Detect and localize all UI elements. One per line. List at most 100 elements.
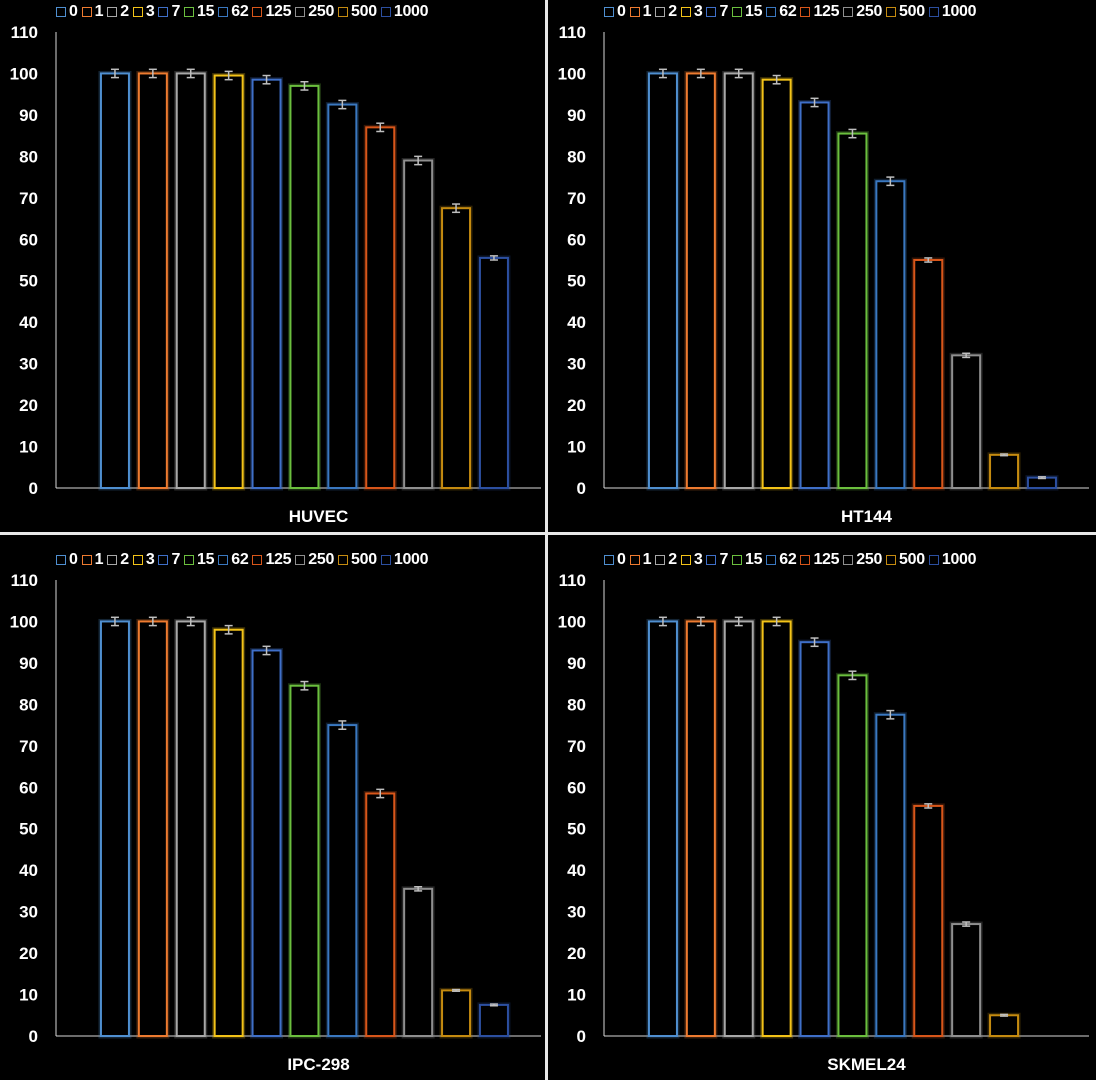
legend-item: 2 <box>655 3 677 21</box>
bar <box>289 684 320 1038</box>
y-tick-label: 0 <box>577 1027 586 1046</box>
bar <box>327 103 358 490</box>
bar <box>441 989 472 1037</box>
bar <box>989 1014 1020 1038</box>
legend-swatch <box>604 555 614 565</box>
legend-label: 3 <box>145 3 155 20</box>
legend-item: 15 <box>184 3 215 21</box>
legend-swatch <box>81 555 92 565</box>
legend-swatch <box>629 555 640 565</box>
bar <box>799 641 830 1037</box>
legend-swatch <box>843 555 854 565</box>
legend-swatch <box>295 555 306 565</box>
legend-label: 0 <box>69 551 78 568</box>
legend-swatch <box>158 7 169 17</box>
bar <box>951 923 982 1037</box>
legend-item: 3 <box>132 3 155 21</box>
legend-item: 250 <box>295 3 334 21</box>
bar <box>875 180 906 489</box>
bar-chart-svg: 0 10 20 30 40 50 60 70 80 90 100 110 SKMEL24 <box>558 571 1089 1074</box>
legend-item: 15 <box>732 3 763 21</box>
legend-item: 1 <box>629 3 652 21</box>
legend-item: 62 <box>218 551 249 569</box>
legend-item: 1 <box>629 551 652 569</box>
bar <box>403 159 434 489</box>
legend-label: 15 <box>745 551 763 568</box>
legend-item: 3 <box>132 551 155 569</box>
y-tick-label: 110 <box>559 23 586 42</box>
legend-label: 1000 <box>393 551 429 568</box>
legend-label: 1 <box>642 3 652 20</box>
legend-label: 125 <box>265 3 292 20</box>
legend-swatch <box>132 7 143 17</box>
vertical-divider <box>545 0 548 1080</box>
bar <box>723 72 754 489</box>
legend-label: 0 <box>617 3 626 20</box>
legend-item: 1000 <box>380 3 429 21</box>
legend-label: 250 <box>308 3 335 20</box>
bar <box>137 620 168 1037</box>
legend-item: 15 <box>184 551 215 569</box>
x-axis-category-label: SKMEL24 <box>827 1055 906 1074</box>
bar <box>913 259 944 489</box>
bar <box>175 72 206 489</box>
y-tick-label: 100 <box>10 64 38 83</box>
legend-label: 2 <box>120 3 129 20</box>
bar <box>365 126 396 489</box>
bar-chart-svg: 0 10 20 30 40 50 60 70 80 90 100 110 HT144 <box>558 23 1089 526</box>
legend-item: 2 <box>655 551 677 569</box>
legend-swatch <box>800 555 811 565</box>
legend-swatch <box>928 555 939 565</box>
legend-swatch <box>252 7 263 17</box>
legend-label: 250 <box>856 3 883 20</box>
legend-label: 500 <box>899 551 925 568</box>
legend-swatch <box>218 7 229 17</box>
y-tick-label: 0 <box>29 479 38 498</box>
chart-legend: 0 1 2 3 7 15 62 125 250 500 1000 <box>56 550 432 570</box>
legend-swatch <box>655 7 666 17</box>
legend-item: 1 <box>81 551 104 569</box>
legend-swatch <box>732 7 743 17</box>
bar <box>403 887 434 1037</box>
legend-label: 7 <box>171 551 181 568</box>
y-tick-label: 20 <box>567 396 586 415</box>
legend-item: 62 <box>766 3 797 21</box>
y-tick-label: 10 <box>567 986 586 1005</box>
bar <box>137 72 168 489</box>
x-axis-category-label: HT144 <box>841 507 893 526</box>
y-tick-label: 20 <box>19 944 38 963</box>
y-tick-label: 100 <box>10 612 38 631</box>
legend-item: 125 <box>252 3 292 21</box>
legend-item: 7 <box>158 3 180 21</box>
legend-swatch <box>380 555 391 565</box>
bar <box>327 724 358 1037</box>
y-tick-label: 110 <box>11 23 38 42</box>
chart-panel-huvec: 0 1 2 3 7 15 62 125 250 500 1000 0 10 20 30 40 50 60 70 80 9… <box>0 0 545 532</box>
legend-item: 2 <box>107 3 129 21</box>
y-tick-label: 70 <box>19 189 38 208</box>
y-tick-label: 70 <box>567 737 586 756</box>
legend-swatch <box>107 7 118 17</box>
legend-item: 250 <box>843 3 882 21</box>
legend-swatch <box>295 7 306 17</box>
y-tick-label: 90 <box>567 106 586 125</box>
bar <box>647 72 678 489</box>
legend-label: 1000 <box>941 551 977 568</box>
horizontal-divider <box>0 532 1096 535</box>
y-tick-label: 40 <box>567 313 586 332</box>
bar <box>913 804 944 1037</box>
y-tick-label: 70 <box>567 189 586 208</box>
bar <box>251 78 282 489</box>
legend-item: 0 <box>604 551 626 569</box>
bar <box>685 620 716 1037</box>
legend-label: 15 <box>745 3 763 20</box>
legend-swatch <box>604 7 614 17</box>
y-tick-label: 60 <box>567 778 586 797</box>
legend-item: 7 <box>706 3 728 21</box>
bar <box>837 674 868 1037</box>
legend-item: 500 <box>886 3 925 21</box>
legend-swatch <box>338 555 349 565</box>
y-tick-label: 50 <box>567 272 586 291</box>
legend-swatch <box>184 7 195 17</box>
chart-panel-ipc-298: 0 1 2 3 7 15 62 125 250 500 1000 0 10 20 30 40 50 60 70 80 9… <box>0 548 545 1080</box>
